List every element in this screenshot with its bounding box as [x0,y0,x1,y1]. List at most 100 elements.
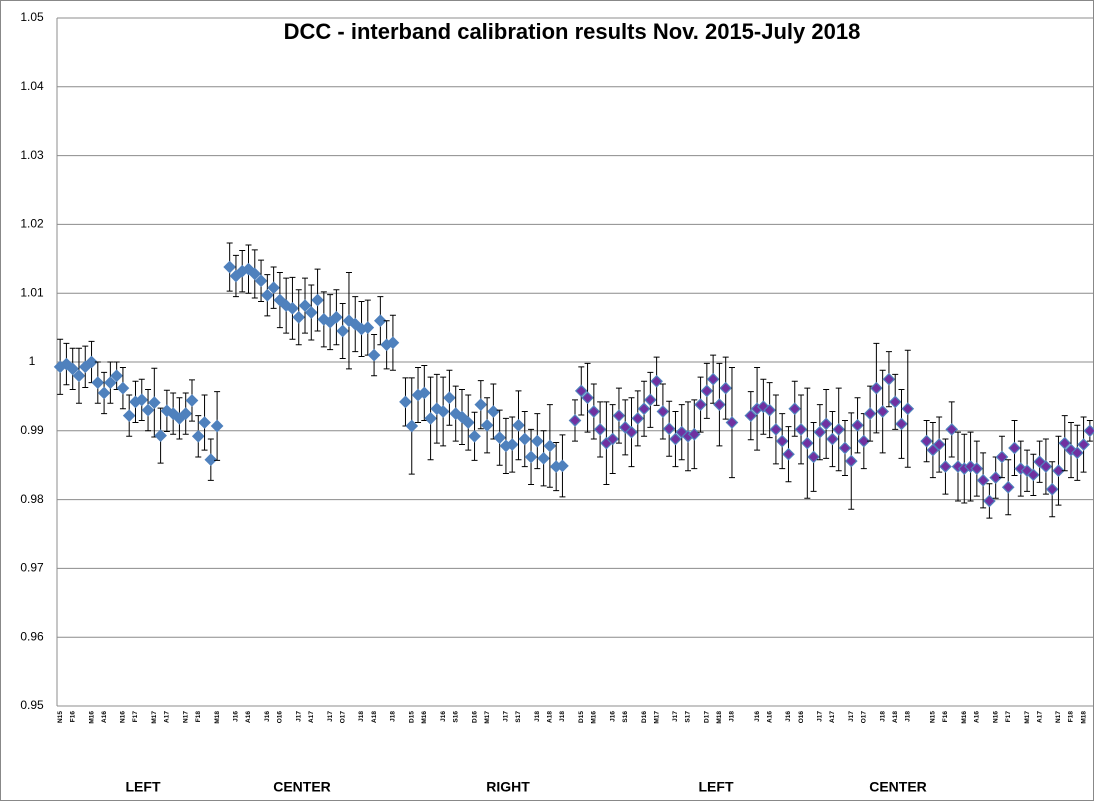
point [524,450,538,464]
point [512,418,525,432]
point [606,432,620,446]
point [939,460,952,473]
point [637,402,651,416]
point [1052,464,1065,478]
point [191,429,205,443]
point [461,416,475,429]
y-tick-label: 1.05 [20,10,44,24]
point [443,391,456,405]
point [1039,460,1053,473]
point [775,434,789,448]
point [336,324,350,338]
point [399,395,412,409]
point [656,405,670,418]
x-tick-label: A17 [308,711,315,723]
point [713,398,726,412]
point [612,409,626,423]
point [104,376,117,389]
point [424,412,437,425]
point [361,321,375,334]
x-tick-label: D15 [578,711,585,723]
point [844,454,858,468]
point [807,450,820,464]
point [267,281,280,295]
y-tick-label: 0.96 [20,629,44,643]
x-tick-label: J17 [503,711,510,722]
point [1058,436,1072,450]
point [813,425,827,439]
x-tick-label: J17 [295,711,302,722]
x-tick-label: A17 [164,711,171,723]
point [901,402,915,416]
point [417,386,431,400]
x-tick-label: M18 [214,711,221,724]
x-tick-label: F16 [942,711,949,723]
point [643,393,657,407]
point [788,402,802,416]
point [650,374,663,388]
x-tick-label: N16 [120,711,127,723]
point [819,417,833,431]
x-tick-label: M16 [88,711,95,724]
x-tick-label: O17 [861,711,868,724]
x-tick-label: D16 [471,711,478,723]
y-tick-label: 1.01 [20,285,44,299]
x-tick-label: A16 [245,711,252,723]
x-tick-label: J18 [390,711,397,722]
point [436,405,450,418]
x-tick-label: M17 [653,711,660,724]
point [85,355,98,369]
point [832,423,846,436]
point [895,417,908,431]
point [995,450,1009,464]
point [298,299,312,312]
x-tick-label: J17 [672,711,679,722]
point [66,362,80,376]
x-tick-label: F18 [1068,711,1075,723]
point [970,462,984,475]
point [543,439,557,453]
x-tick-label: J16 [754,711,761,722]
point [920,434,933,448]
point [179,407,193,420]
point [254,274,268,288]
point [97,386,111,400]
point [185,394,199,407]
point [782,447,795,461]
point [374,314,387,328]
point [669,432,682,446]
point [198,416,211,429]
x-tick-label: J16 [264,711,271,722]
point [1008,441,1021,455]
point [826,432,839,446]
y-tick-label: 1 [29,354,36,368]
x-tick-label: M17 [484,711,491,724]
point [386,336,400,350]
x-tick-label: J18 [559,711,566,722]
point [141,403,155,417]
point [800,436,814,450]
point [1001,480,1015,494]
x-tick-label: N17 [1055,711,1062,723]
point [581,391,594,405]
y-tick-label: 1.03 [20,148,44,162]
x-tick-label: F18 [195,711,202,723]
point [474,398,488,412]
point [932,438,946,451]
x-tick-label: M17 [1024,711,1031,724]
x-tick-label: S17 [685,711,692,723]
point [574,384,588,398]
x-tick-label: N15 [930,711,937,723]
x-tick-label: J18 [879,711,886,722]
x-tick-label: A17 [1036,711,1043,723]
point [763,403,776,417]
point [983,494,996,508]
point [631,412,645,425]
x-tick-label: N17 [182,711,189,723]
x-tick-label: J16 [609,711,616,722]
point [593,423,607,436]
x-tick-label: A18 [892,711,899,723]
point [223,260,237,274]
x-tick-label: J18 [358,711,365,722]
point [882,372,896,386]
